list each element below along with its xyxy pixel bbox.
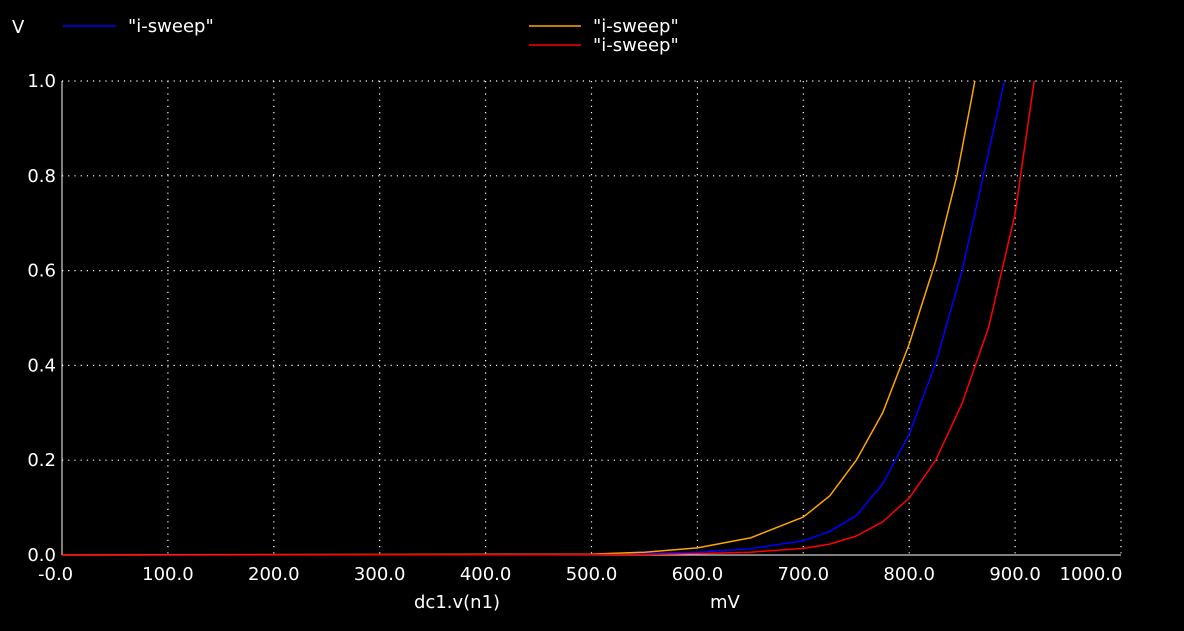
series-line [61, 80, 976, 556]
x-tick-label: 200.0 [248, 564, 300, 585]
series-line [61, 80, 1006, 556]
legend-label: "i-sweep" [128, 16, 214, 37]
legend-entry: "i-sweep" [63, 16, 214, 37]
legend-entry: "i-sweep" [529, 16, 679, 37]
x-tick-label: 300.0 [354, 564, 406, 585]
y-axis-label: V [12, 17, 25, 38]
y-tick-label: 0.4 [27, 355, 56, 376]
x-tick-label: 100.0 [142, 564, 194, 585]
legend-label: "i-sweep" [593, 16, 679, 37]
y-tick-label: 0.8 [27, 166, 56, 187]
x-tick-label: 800.0 [883, 564, 935, 585]
series-lines [61, 80, 1035, 556]
legend-entry: "i-sweep" [529, 35, 679, 56]
legend-label: "i-sweep" [593, 35, 679, 56]
x-tick-label: 600.0 [672, 564, 724, 585]
x-tick-label: 1000.0 [1060, 564, 1123, 585]
y-tick-label: 0.6 [27, 261, 56, 282]
x-tick-label: 700.0 [778, 564, 830, 585]
y-tick-labels: 0.0 0.2 0.4 0.6 0.8 1.0 [27, 71, 56, 566]
x-tick-label: 400.0 [460, 564, 512, 585]
x-axis-label: dc1.v(n1) [414, 592, 500, 613]
x-tick-labels: -0.0 100.0 200.0 300.0 400.0 500.0 600.0 700.0 8… [38, 564, 1122, 585]
x-tick-label: -0.0 [38, 564, 73, 585]
x-axis-unit: mV [710, 592, 741, 613]
x-tick-label: 500.0 [566, 564, 618, 585]
y-tick-label: 0.2 [27, 450, 56, 471]
legend: "i-sweep" "i-sweep" "i-sweep" [63, 16, 679, 56]
y-tick-label: 1.0 [27, 71, 56, 92]
x-tick-label: 900.0 [989, 564, 1041, 585]
series-line [61, 80, 1035, 556]
y-tick-label: 0.0 [27, 545, 56, 566]
